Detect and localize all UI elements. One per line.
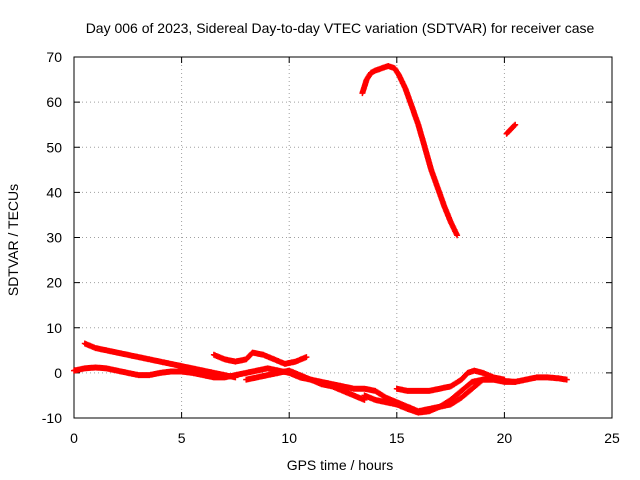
y-tick-label: 0 bbox=[54, 365, 62, 381]
x-tick-label: 25 bbox=[604, 430, 620, 446]
series-marks bbox=[503, 121, 519, 137]
data-series bbox=[71, 63, 570, 416]
x-axis-label: GPS time / hours bbox=[287, 457, 394, 473]
series-marks bbox=[361, 374, 570, 416]
y-tick-label: 40 bbox=[46, 184, 62, 200]
y-tick-label: -10 bbox=[42, 410, 62, 426]
series-lower-track-b bbox=[361, 374, 570, 416]
grid-lines bbox=[73, 56, 613, 419]
x-tick-label: 0 bbox=[70, 430, 78, 446]
series-decaying-track bbox=[81, 340, 239, 381]
series-mid-loop bbox=[210, 349, 310, 367]
y-tick-label: 20 bbox=[46, 275, 62, 291]
series-high-arc bbox=[359, 63, 461, 239]
series-marks bbox=[393, 367, 508, 394]
series-marks bbox=[210, 349, 310, 367]
x-tick-label: 15 bbox=[389, 430, 405, 446]
chart-title: Day 006 of 2023, Sidereal Day-to-day VTE… bbox=[86, 20, 595, 36]
axis-ticks: -10 0 10 20 30 40 50 60 70 0 5 10 15 20 25 bbox=[42, 49, 620, 446]
x-tick-label: 5 bbox=[178, 430, 186, 446]
y-axis-label: SDTVAR / TECUs bbox=[5, 184, 21, 296]
series-isolated-segment bbox=[503, 121, 519, 137]
series-marks bbox=[359, 63, 461, 239]
y-tick-label: 30 bbox=[46, 230, 62, 246]
series-lower-track-c bbox=[393, 367, 508, 394]
y-tick-label: 70 bbox=[46, 49, 62, 65]
series-marks bbox=[243, 367, 519, 415]
x-tick-label: 10 bbox=[281, 430, 297, 446]
series-lower-track-a bbox=[243, 367, 519, 415]
y-tick-label: 10 bbox=[46, 320, 62, 336]
y-tick-label: 50 bbox=[46, 139, 62, 155]
y-tick-label: 60 bbox=[46, 94, 62, 110]
series-marks bbox=[81, 340, 239, 381]
x-tick-label: 20 bbox=[497, 430, 513, 446]
